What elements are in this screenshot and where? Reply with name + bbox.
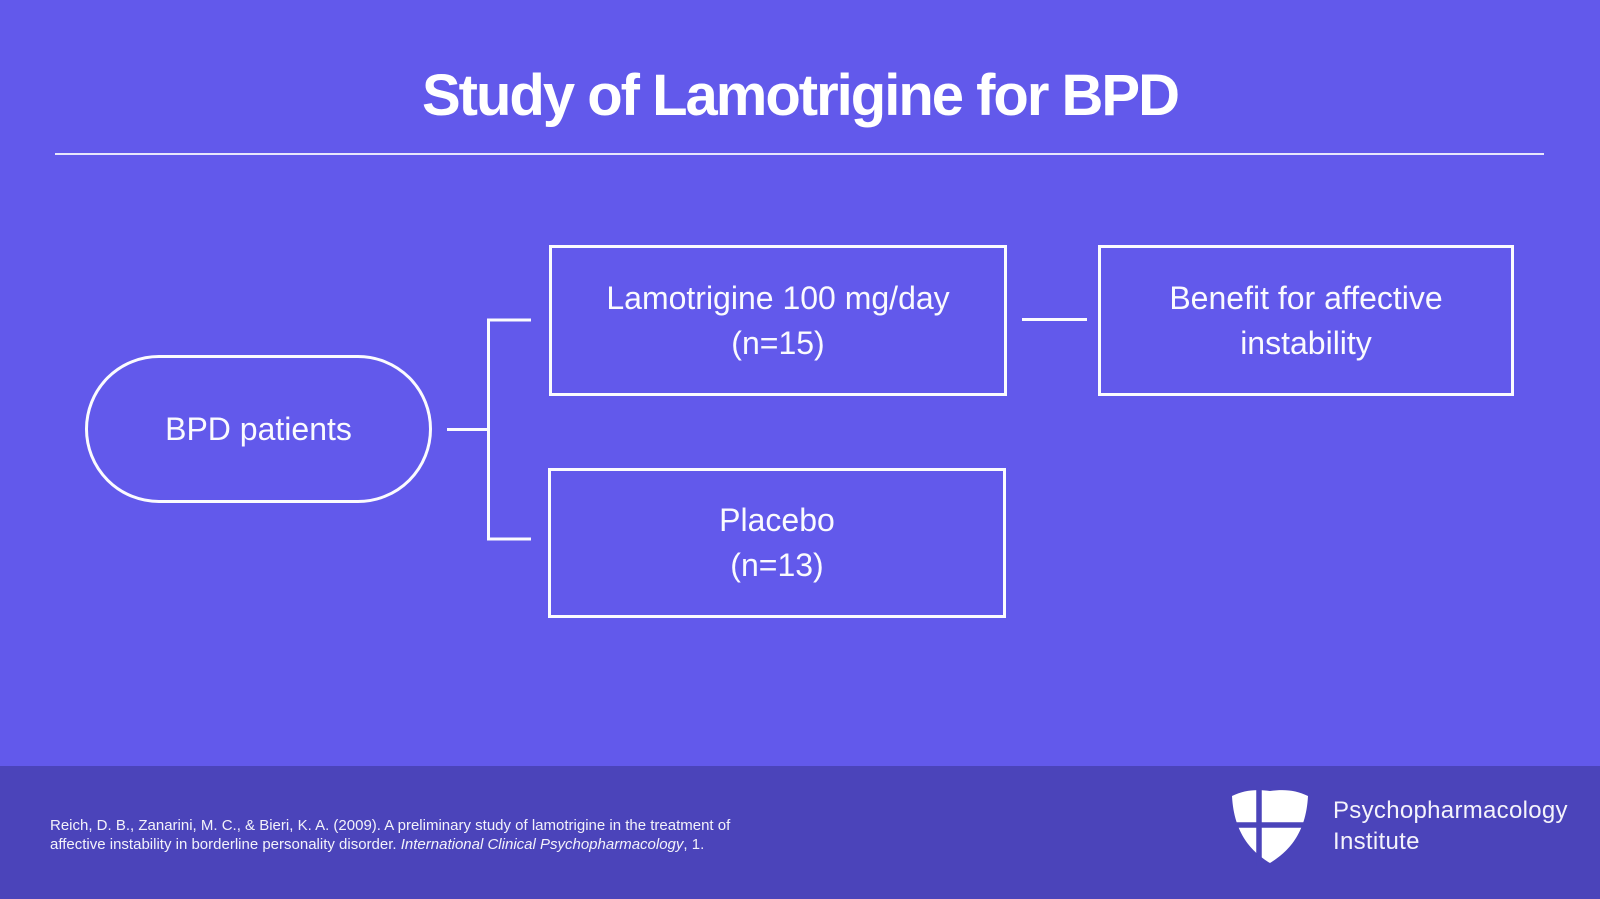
citation-journal-name: International Clinical Psychopharmacolog… — [400, 836, 684, 853]
node-placebo-line1: Placebo — [719, 502, 835, 538]
page-title: Study of Lamotrigine for BPD — [422, 63, 1180, 128]
node-lamotrigine-line1: Lamotrigine 100 mg/day — [606, 279, 950, 316]
brand-logo: Psychopharmacology Institute — [1228, 786, 1568, 866]
citation-line2-suffix: , 1. — [683, 836, 705, 853]
brand-name-line2: Institute — [1333, 828, 1420, 855]
node-outcome-line2: instability — [1240, 324, 1372, 361]
node-placebo-line2: (n=13) — [730, 547, 824, 583]
citation-line2-text: affective instability in borderline pers… — [50, 836, 401, 853]
node-outcome-line1: Benefit for affective — [1169, 279, 1443, 316]
title-divider — [55, 153, 1544, 155]
citation-line2: affective instability in borderline pers… — [50, 835, 780, 854]
node-lamotrigine: Lamotrigine 100 mg/day (n=15) — [549, 245, 1007, 396]
node-lamotrigine-line2: (n=15) — [731, 324, 825, 361]
node-outcome: Benefit for affective instability — [1098, 245, 1514, 396]
shield-cross-icon — [1228, 786, 1312, 866]
footer-bar: Reich, D. B., Zanarini, M. C., & Bieri, … — [0, 766, 1600, 899]
citation: Reich, D. B., Zanarini, M. C., & Bieri, … — [50, 816, 780, 854]
brand-name-line1: Psychopharmacology — [1333, 797, 1568, 824]
node-bpd-patients-label: BPD patients — [165, 410, 352, 447]
citation-line1: Reich, D. B., Zanarini, M. C., & Bieri, … — [50, 817, 731, 834]
brand-name: Psychopharmacology Institute — [1333, 795, 1568, 857]
node-placebo: Placebo (n=13) — [548, 468, 1006, 618]
node-bpd-patients: BPD patients — [85, 355, 432, 503]
